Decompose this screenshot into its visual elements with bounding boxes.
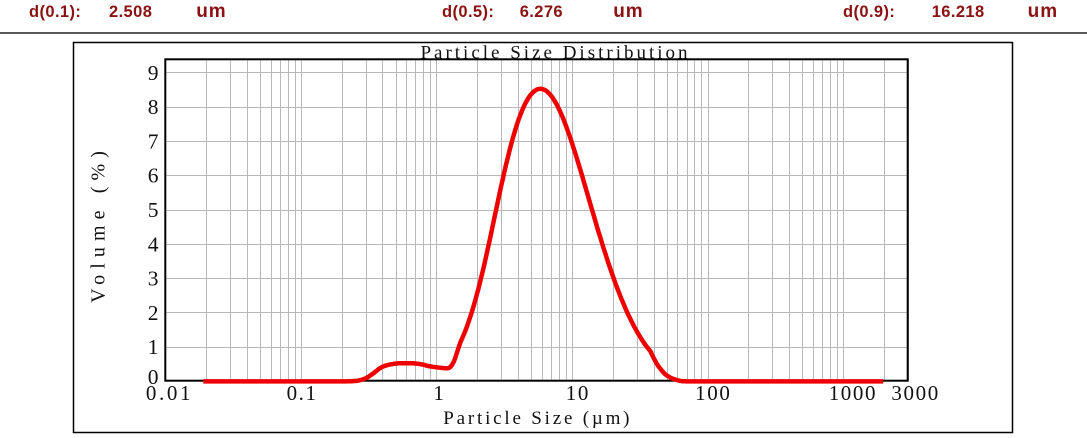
svg-text:100: 100 [695,381,731,405]
svg-text:Volume (%): Volume (%) [88,145,110,303]
svg-text:0.01: 0.01 [146,381,193,405]
svg-text:2: 2 [148,301,159,325]
svg-text:10: 10 [566,381,590,405]
svg-text:4: 4 [148,232,159,256]
svg-text:1: 1 [433,381,445,405]
svg-text:3000: 3000 [891,381,939,405]
svg-text:1: 1 [148,335,159,359]
svg-text:8: 8 [148,95,159,119]
svg-text:0.1: 0.1 [287,381,318,405]
svg-text:3: 3 [148,267,159,291]
svg-text:7: 7 [148,129,159,153]
svg-text:1000: 1000 [829,381,877,405]
svg-text:Particle Size Distribution: Particle Size Distribution [420,42,690,63]
svg-text:6: 6 [148,164,159,188]
svg-text:5: 5 [148,198,159,222]
svg-text:9: 9 [148,61,159,85]
svg-text:0: 0 [148,365,159,389]
svg-text:Particle Size (µm): Particle Size (µm) [443,408,632,429]
